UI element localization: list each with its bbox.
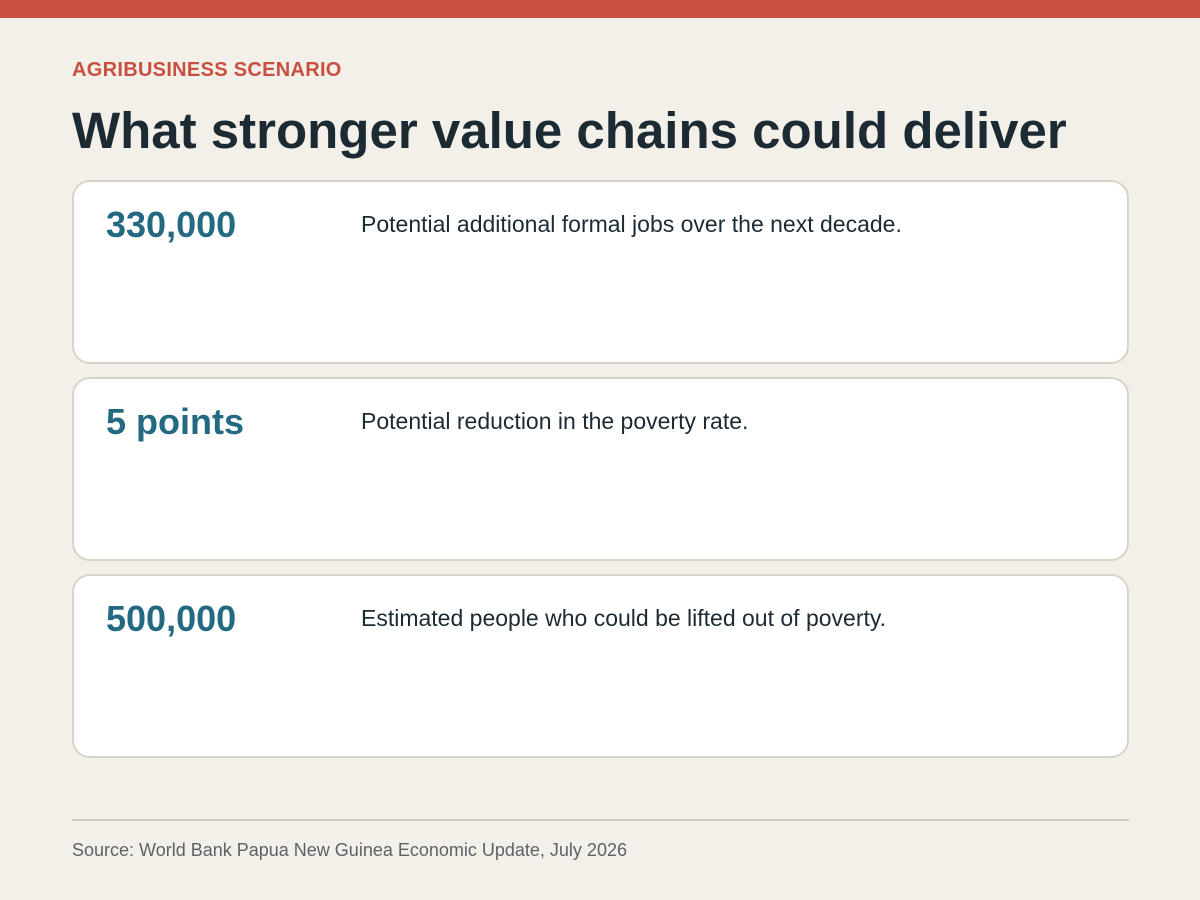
stat-card-list: 330,000 Potential additional formal jobs… <box>72 180 1129 771</box>
stat-card-jobs: 330,000 Potential additional formal jobs… <box>72 180 1129 364</box>
stat-card-poverty-rate: 5 points Potential reduction in the pove… <box>72 377 1129 561</box>
stat-card-people-lifted: 500,000 Estimated people who could be li… <box>72 574 1129 758</box>
stat-value: 330,000 <box>106 204 237 245</box>
source-note: Source: World Bank Papua New Guinea Econ… <box>72 840 627 860</box>
page-title: What stronger value chains could deliver <box>72 102 1067 159</box>
stat-description: Potential additional formal jobs over th… <box>361 211 902 237</box>
stat-description: Estimated people who could be lifted out… <box>361 605 887 631</box>
top-accent-bar <box>0 0 1200 18</box>
stat-value: 500,000 <box>106 598 237 639</box>
footer-divider <box>72 819 1129 821</box>
section-kicker: AGRIBUSINESS SCENARIO <box>72 59 342 81</box>
stat-value: 5 points <box>106 401 245 442</box>
stat-description: Potential reduction in the poverty rate. <box>361 408 749 434</box>
